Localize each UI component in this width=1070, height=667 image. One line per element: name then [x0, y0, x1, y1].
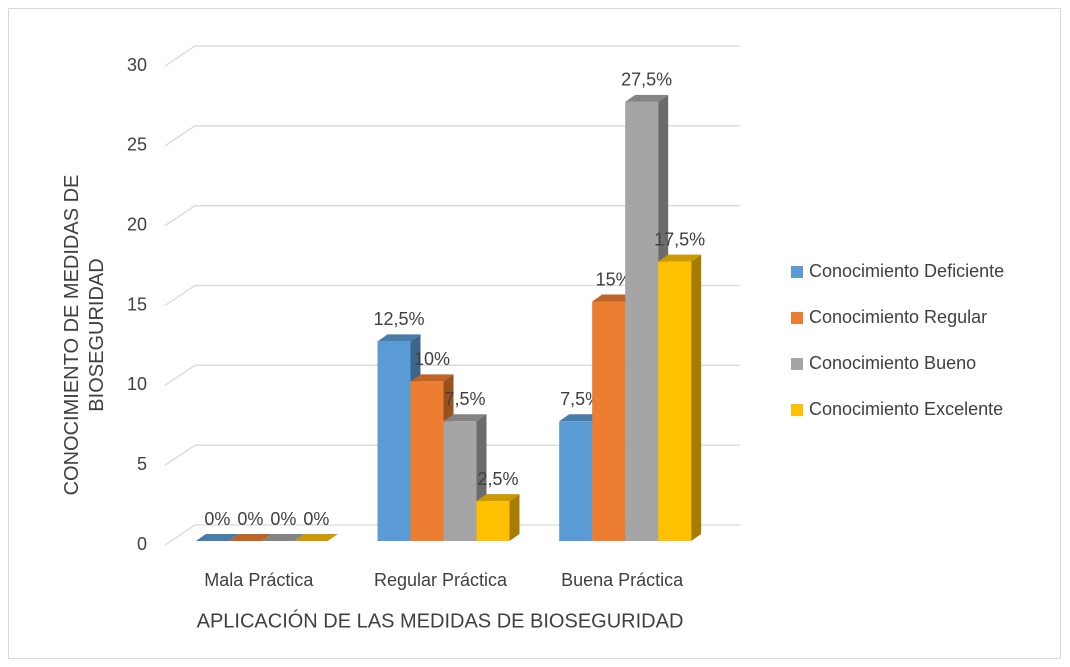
data-label: 7,5% — [560, 389, 601, 409]
bar — [476, 494, 520, 541]
bar — [294, 534, 338, 541]
grid-line — [164, 125, 740, 147]
bar-face — [377, 334, 421, 342]
legend-label: Conocimiento Bueno — [809, 353, 976, 373]
bar-face — [625, 94, 669, 102]
legend-label: Conocimiento Regular — [809, 307, 987, 327]
x-tick-label: Mala Práctica — [204, 570, 314, 590]
bar-face — [195, 534, 239, 541]
bar-face — [509, 494, 520, 541]
bar-face — [377, 341, 411, 541]
bar — [195, 534, 239, 541]
y-tick-label: 5 — [137, 454, 147, 474]
data-label: 27,5% — [621, 70, 672, 90]
data-label: 0% — [237, 509, 263, 529]
legend-label: Conocimiento Deficiente — [809, 261, 1004, 281]
data-label: 10% — [414, 349, 450, 369]
bar-face — [294, 534, 338, 541]
bar-face — [228, 534, 272, 541]
grid-line — [164, 205, 740, 227]
bar — [228, 534, 272, 541]
data-label: 0% — [204, 509, 230, 529]
y-tick-label: 30 — [127, 55, 147, 75]
chart-border — [8, 8, 1061, 659]
data-label: 12,5% — [373, 309, 424, 329]
grid-line — [164, 45, 740, 67]
legend-swatch — [791, 404, 803, 416]
x-tick-label: Regular Práctica — [374, 570, 508, 590]
x-axis-title: APLICACIÓN DE LAS MEDIDAS DE BIOSEGURIDA… — [197, 609, 684, 632]
data-label: 2,5% — [477, 469, 518, 489]
data-label: 0% — [270, 509, 296, 529]
bar-face — [658, 254, 702, 262]
grid-line — [164, 364, 740, 386]
grid-line — [164, 524, 740, 546]
data-label: 17,5% — [654, 229, 705, 249]
legend-swatch — [791, 358, 803, 370]
bar-face — [476, 501, 510, 541]
bar-face — [625, 101, 659, 542]
bar-face — [443, 421, 477, 541]
bar-face — [691, 254, 702, 542]
bar-face — [410, 381, 444, 541]
bar-face — [443, 414, 487, 422]
bar-face — [559, 421, 593, 541]
data-label: 0% — [303, 509, 329, 529]
grid-line — [164, 444, 740, 466]
bar-face — [410, 374, 454, 382]
bar-face — [658, 261, 692, 541]
y-tick-label: 20 — [127, 214, 147, 234]
legend-label: Conocimiento Excelente — [809, 399, 1003, 419]
legend-swatch — [791, 266, 803, 278]
bar — [261, 534, 305, 541]
bar-face — [592, 294, 636, 302]
y-tick-label: 10 — [127, 374, 147, 394]
data-label: 7,5% — [444, 389, 485, 409]
bar — [658, 254, 702, 542]
y-tick-label: 0 — [137, 534, 147, 554]
y-tick-label: 25 — [127, 135, 147, 155]
bar-face — [592, 301, 626, 541]
bar-face — [559, 414, 603, 422]
data-label: 15% — [596, 269, 632, 289]
bar-face — [261, 534, 305, 541]
y-tick-label: 15 — [127, 294, 147, 314]
y-axis-title: CONOCIMIENTO DE MEDIDAS DE BIOSEGURIDAD — [61, 174, 108, 496]
bar-face — [476, 494, 520, 502]
legend-swatch — [791, 312, 803, 324]
x-tick-label: Buena Práctica — [561, 570, 684, 590]
grid-line — [164, 284, 740, 307]
